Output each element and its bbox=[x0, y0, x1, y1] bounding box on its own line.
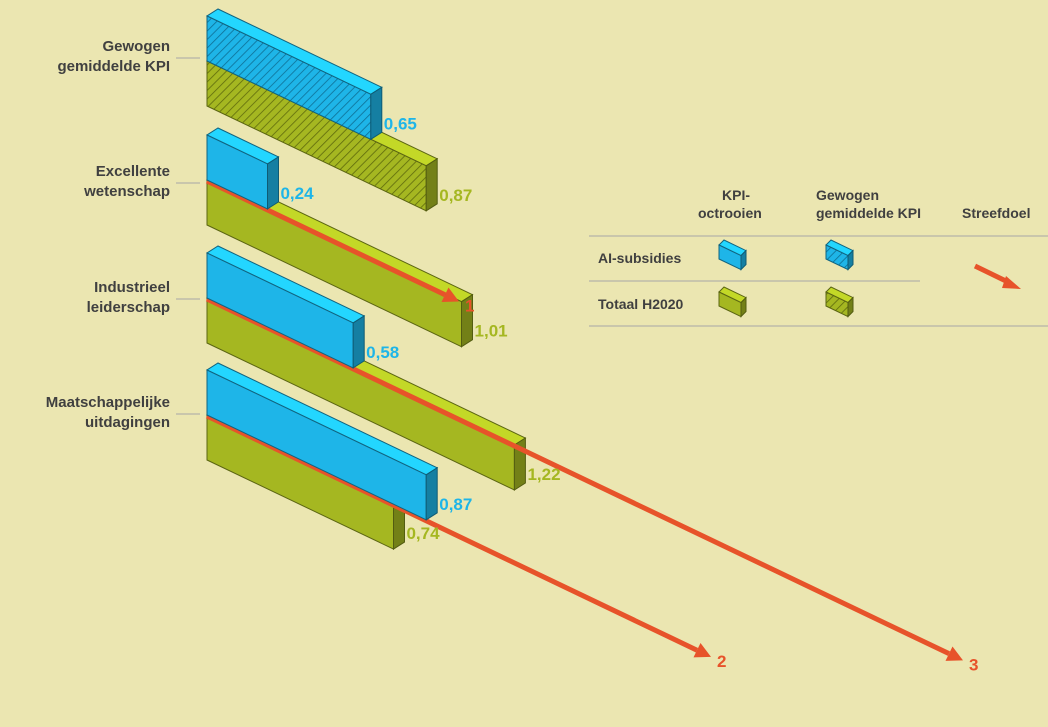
target-arrowhead bbox=[693, 643, 711, 658]
h2020-value-label: 0,87 bbox=[439, 186, 472, 205]
legend-swatch-ai-weighted-kpi bbox=[825, 239, 854, 271]
category-label-line: Maatschappelijke bbox=[46, 394, 170, 411]
legend-swatch-target bbox=[973, 263, 1021, 289]
bar-end-face bbox=[267, 155, 279, 210]
h2020-value-label: 1,22 bbox=[527, 465, 560, 484]
legend-header-line: KPI- bbox=[722, 187, 750, 203]
target-arrowhead bbox=[441, 287, 459, 302]
category-group: 2 0,87 0,74 bbox=[205, 362, 726, 671]
legend-swatches bbox=[718, 239, 1021, 318]
target-arrow bbox=[205, 296, 963, 661]
h2020-value-label: 0,74 bbox=[406, 524, 440, 543]
target-line bbox=[205, 296, 951, 656]
category-label-line: uitdagingen bbox=[85, 414, 170, 431]
category-group: 0,65 0,87 bbox=[205, 8, 472, 212]
target-arrowhead bbox=[945, 646, 963, 661]
legend-header-target: Streefdoel bbox=[962, 205, 1030, 221]
category-label-line: Industrieel bbox=[94, 279, 170, 296]
category-label-excellent-science: Excellente wetenschap bbox=[83, 163, 200, 200]
legend-row-ai-subsidies: AI-subsidies bbox=[598, 250, 681, 266]
category-label-line: wetenschap bbox=[83, 183, 170, 200]
legend-header-weighted-kpi: Gewogen gemiddelde KPI bbox=[816, 187, 921, 221]
category-label-industrial-leadership: Industrieel leiderschap bbox=[87, 279, 200, 316]
legend-header-kpi-patents: KPI- octrooien bbox=[698, 187, 762, 221]
h2020-value-label: 1,01 bbox=[475, 322, 508, 341]
category-label-weighted-kpi: Gewogen gemiddelde KPI bbox=[57, 38, 200, 75]
target-value-label: 3 bbox=[969, 655, 978, 674]
target-line bbox=[205, 178, 447, 298]
legend-row-total-h2020: Totaal H2020 bbox=[598, 296, 684, 312]
legend-header-line: octrooien bbox=[698, 205, 762, 221]
category-label-societal-challenges: Maatschappelijke uitdagingen bbox=[46, 394, 200, 431]
ai-subsidies-value-label: 0,65 bbox=[384, 114, 417, 133]
legend: KPI- octrooien Gewogen gemiddelde KPI St… bbox=[589, 187, 1048, 327]
category-label-line: gemiddelde KPI bbox=[57, 58, 170, 75]
target-arrow bbox=[205, 178, 459, 302]
category-label-line: Gewogen bbox=[102, 38, 170, 55]
category-label-line: Excellente bbox=[96, 163, 170, 180]
category-group: 1 0,24 1,01 bbox=[205, 127, 508, 348]
bar-end-face bbox=[425, 157, 438, 212]
legend-swatch-h2020-kpi-patents bbox=[718, 286, 747, 318]
ai-subsidies-value-label: 0,87 bbox=[439, 495, 472, 514]
ai-subsidies-value-label: 0,58 bbox=[366, 343, 399, 362]
bar-end-face bbox=[425, 466, 438, 521]
category-group: 3 0,58 1,22 bbox=[205, 245, 978, 674]
target-line bbox=[205, 413, 699, 653]
bar-ai-subsidies bbox=[205, 362, 439, 521]
target-value-label: 1 bbox=[465, 296, 474, 315]
legend-header-line: Gewogen bbox=[816, 187, 879, 203]
legend-swatch-h2020-weighted-kpi bbox=[825, 286, 854, 318]
bar-end-face bbox=[352, 314, 365, 369]
target-arrow bbox=[205, 413, 711, 658]
ai-subsidies-value-label: 0,24 bbox=[280, 184, 314, 203]
legend-swatch-ai-kpi-patents bbox=[718, 239, 747, 271]
bar-ai-subsidies bbox=[205, 8, 383, 141]
bar-end-face bbox=[370, 86, 383, 141]
bar-end-face bbox=[461, 293, 473, 348]
chart-marks: 0,65 0,87 1 0,24 1,01 3 0,58 1,22 2 0,87 0,74 bbox=[205, 8, 978, 674]
category-label-line: leiderschap bbox=[87, 299, 170, 316]
category-labels: Gewogen gemiddelde KPI Excellente wetens… bbox=[46, 38, 200, 431]
bar-ai-subsidies bbox=[205, 127, 280, 210]
legend-header-line: gemiddelde KPI bbox=[816, 205, 921, 221]
bar-ai-subsidies bbox=[205, 245, 366, 369]
target-value-label: 2 bbox=[717, 652, 726, 671]
